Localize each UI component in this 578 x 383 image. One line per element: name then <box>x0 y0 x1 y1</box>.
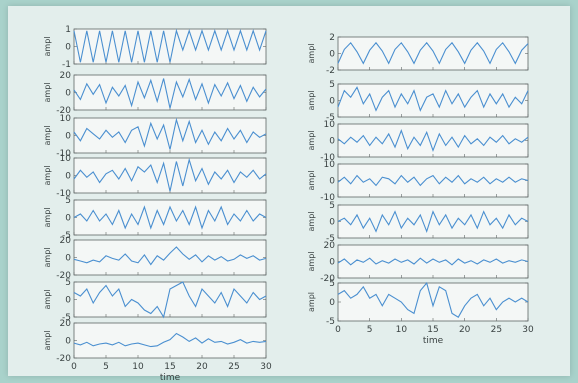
right-3-ytick-label: 10 <box>324 120 336 130</box>
right-7-xtick-label: 20 <box>459 325 471 335</box>
right-1-ytick-label: -2 <box>326 66 335 76</box>
right-4-ytick-label: 10 <box>324 160 336 170</box>
left-1-ylabel: ampl <box>43 37 52 57</box>
left-8-xtick-label: 5 <box>103 362 109 372</box>
right-7-ytick-label: 5 <box>329 279 335 289</box>
left-2-ytick-label: 0 <box>65 89 71 99</box>
right-3-ylabel: ampl <box>307 131 316 151</box>
right-1-ytick-label: 0 <box>329 50 335 60</box>
left-8-xtick-label: 15 <box>164 362 175 372</box>
left-4-ylabel: ampl <box>43 166 52 186</box>
left-8-ytick-label: 0 <box>65 337 71 347</box>
right-7-xtick-label: 30 <box>522 325 534 335</box>
right-7-ytick-label: 0 <box>329 298 335 308</box>
right-6-ylabel: ampl <box>307 252 316 272</box>
right-7-xtick-label: 10 <box>396 325 408 335</box>
right-5-ytick-label: 5 <box>329 201 335 211</box>
left-8-xtick-label: 25 <box>228 362 239 372</box>
left-8-xtick-label: 0 <box>71 362 77 372</box>
left-3-ytick-label: 10 <box>60 114 72 124</box>
left-4-ytick-label: 10 <box>60 154 72 164</box>
left-4-ytick-label: 0 <box>65 172 71 182</box>
left-2-ylabel: ampl <box>43 83 52 103</box>
right-7-axes <box>338 283 528 321</box>
left-8-xlabel: time <box>160 373 181 383</box>
right-7-ylabel: ampl <box>307 292 316 312</box>
left-8-ylabel: ampl <box>43 331 52 351</box>
right-4-ylabel: ampl <box>307 171 316 191</box>
right-2-ytick-label: 0 <box>329 97 335 107</box>
right-2-ytick-label: 5 <box>329 80 335 90</box>
left-1-ytick-label: 1 <box>65 25 71 35</box>
left-5-ylabel: ampl <box>43 208 52 228</box>
right-1-ylabel: ampl <box>307 44 316 64</box>
right-7-ytick-label: -5 <box>326 317 335 327</box>
left-4-axes <box>74 158 266 193</box>
left-8-ytick-label: -20 <box>56 354 71 364</box>
left-5-ytick-label: 0 <box>65 214 71 224</box>
right-7-xlabel: time <box>423 336 444 346</box>
right-3-ytick-label: 0 <box>329 137 335 147</box>
right-6-ytick-label: 0 <box>329 258 335 268</box>
left-7-ytick-label: 5 <box>65 278 71 288</box>
right-6-ytick-label: 20 <box>324 241 336 251</box>
left-7-axes <box>74 282 266 317</box>
right-7-xtick-label: 0 <box>335 325 341 335</box>
right-7-xtick-label: 25 <box>491 325 502 335</box>
right-7-xtick-label: 5 <box>367 325 373 335</box>
left-3-ylabel: ampl <box>43 126 52 146</box>
left-6-ytick-label: 20 <box>60 236 72 246</box>
left-8-xtick-label: 10 <box>132 362 144 372</box>
right-5-ylabel: ampl <box>307 212 316 232</box>
left-6-ytick-label: 0 <box>65 254 71 264</box>
left-8-ytick-label: 20 <box>60 319 72 329</box>
left-1-ytick-label: 0 <box>65 43 71 53</box>
right-4-ytick-label: 0 <box>329 177 335 187</box>
right-2-ylabel: ampl <box>307 91 316 111</box>
left-8-xtick-label: 20 <box>196 362 208 372</box>
left-7-ytick-label: 0 <box>65 296 71 306</box>
right-1-ytick-label: 2 <box>329 33 335 43</box>
left-3-ytick-label: 0 <box>65 132 71 142</box>
right-5-axes <box>338 205 528 238</box>
left-7-ylabel: ampl <box>43 290 52 310</box>
left-1-ytick-label: -1 <box>62 60 71 70</box>
left-8-xtick-label: 30 <box>260 362 272 372</box>
left-5-ytick-label: 5 <box>65 196 71 206</box>
right-1-axes <box>338 37 528 70</box>
left-6-ylabel: ampl <box>43 248 52 268</box>
right-2-axes <box>338 84 528 117</box>
left-2-ytick-label: 20 <box>60 71 72 81</box>
right-5-ytick-label: 0 <box>329 218 335 228</box>
right-7-xtick-label: 15 <box>427 325 438 335</box>
